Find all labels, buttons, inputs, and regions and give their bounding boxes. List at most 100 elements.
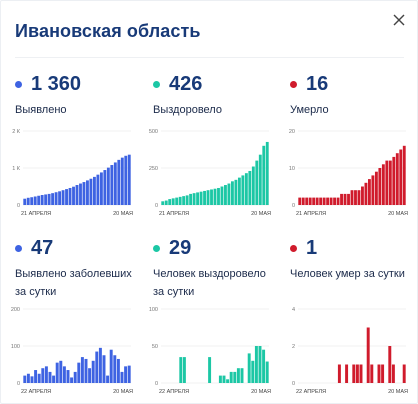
bar [161, 201, 165, 205]
bar [41, 368, 45, 383]
bar [210, 189, 213, 205]
bar [40, 195, 44, 205]
bar [47, 193, 51, 205]
bar [54, 192, 58, 205]
bar [37, 195, 41, 205]
bar [109, 349, 113, 383]
bar [206, 190, 210, 205]
bar [66, 370, 70, 383]
bar [48, 371, 52, 383]
x-start-label: 22 АПРЕЛЯ [159, 389, 189, 395]
bar [23, 198, 27, 205]
stat-dot [153, 80, 160, 88]
bar [336, 197, 340, 205]
bar [367, 179, 371, 205]
y-tick-label: 20 [289, 129, 295, 135]
bar [75, 185, 79, 205]
bar [192, 193, 196, 205]
x-end-label: 20 МАЯ [388, 389, 408, 395]
bar [315, 197, 319, 205]
bar [385, 160, 389, 205]
bar [196, 192, 200, 205]
bar [340, 193, 343, 205]
y-tick-label: 0 [292, 203, 295, 209]
y-tick-label: 100 [11, 344, 20, 350]
bar [99, 172, 103, 205]
bar [399, 149, 403, 205]
stat-label: Выздоровело [153, 104, 222, 116]
bar [84, 358, 88, 383]
stat-detected: 1 360 Выявлено [15, 73, 81, 119]
bar [217, 187, 220, 205]
bar [241, 175, 245, 205]
bar [82, 182, 86, 205]
bar [98, 347, 102, 383]
bar [44, 366, 48, 383]
bar [388, 160, 392, 205]
bar [305, 197, 309, 205]
stat-value: 426 [169, 73, 203, 95]
header-divider [15, 57, 404, 58]
bar [58, 191, 62, 205]
bar [350, 190, 354, 205]
bar [86, 180, 89, 205]
y-tick-label: 0 [292, 381, 295, 387]
bar [26, 373, 30, 383]
bar [185, 195, 189, 205]
bar [218, 375, 222, 383]
bar [329, 197, 333, 205]
bar [326, 197, 330, 205]
bar [301, 197, 305, 205]
stat-value: 29 [169, 237, 192, 259]
x-end-label: 20 МАЯ [113, 211, 133, 217]
chart-recovered: 500 250 0 21 АПРЕЛЯ 20 МАЯ [145, 125, 273, 219]
bar [59, 360, 63, 383]
bar [88, 368, 92, 383]
bar-chart: 200 100 022 АПРЕЛЯ 20 МАЯ [11, 307, 133, 395]
stat-recovered-daily: 29 Человек выздоровело за сутки [153, 237, 278, 301]
bar [343, 193, 347, 205]
stat-value: 1 360 [31, 73, 82, 95]
bar [366, 327, 370, 383]
bar [374, 171, 378, 205]
bar [392, 156, 396, 205]
x-start-label: 21 АПРЕЛЯ [21, 211, 51, 217]
bar [402, 364, 406, 383]
y-tick-label: 0 [155, 203, 158, 209]
bar [229, 371, 233, 383]
bar [65, 189, 68, 205]
x-start-label: 21 АПРЕЛЯ [296, 211, 326, 217]
bar [199, 191, 203, 205]
bar [240, 368, 244, 383]
stat-dot [153, 244, 160, 252]
x-start-label: 22 АПРЕЛЯ [21, 389, 51, 395]
bar [347, 193, 350, 205]
bar [244, 173, 248, 205]
stat-dot [290, 244, 297, 252]
bar [251, 360, 255, 383]
bar [248, 170, 252, 205]
bar [361, 186, 364, 205]
bar [226, 379, 230, 383]
bar [312, 197, 316, 205]
bar [91, 360, 95, 383]
bar [44, 194, 48, 205]
close-icon[interactable] [392, 13, 406, 27]
bar [80, 357, 84, 383]
chart-died: 20 10 0 21 АПРЕЛЯ 20 МАЯ [282, 125, 410, 219]
bar [110, 165, 114, 205]
bar [308, 197, 312, 205]
bar [164, 200, 168, 205]
chart-recovered-daily: 100 50 0 22 АПРЕЛЯ 20 МАЯ [145, 303, 273, 397]
bar [236, 368, 240, 383]
bar-chart: 100 50 022 АПРЕЛЯ 20 МАЯ [149, 307, 271, 395]
bar [127, 365, 131, 383]
x-end-label: 20 МАЯ [113, 389, 133, 395]
bar [106, 167, 110, 205]
y-tick-label: 4 [292, 307, 295, 313]
bar [364, 182, 368, 205]
bar [117, 159, 121, 205]
bar [354, 190, 357, 205]
bar [378, 168, 382, 205]
bar [254, 346, 258, 383]
